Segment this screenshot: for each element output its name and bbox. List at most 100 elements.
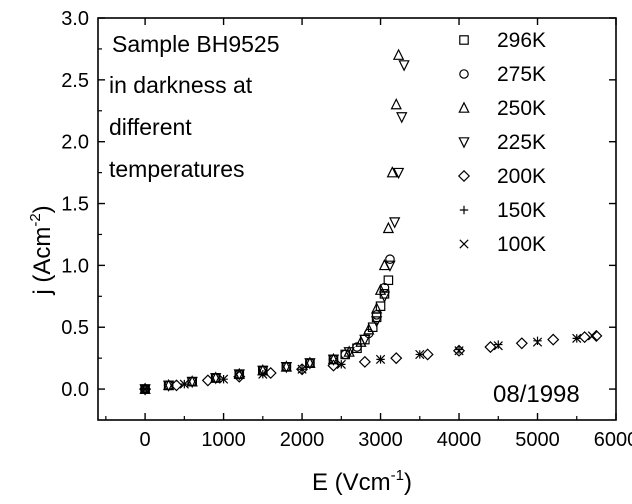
y-tick-label: 3.0 [61, 8, 89, 30]
data-point [375, 354, 386, 365]
legend-marker [457, 169, 471, 183]
x-axis-title-close: ) [404, 469, 412, 496]
data-point [494, 340, 503, 349]
data-point [257, 365, 269, 378]
legend-label: 100K [497, 233, 546, 256]
data-point [454, 346, 464, 356]
data-point [386, 166, 398, 178]
x-tick-label: 2000 [280, 429, 325, 451]
data-point [327, 354, 340, 366]
data-point [280, 362, 293, 374]
data-point [304, 358, 316, 370]
plot-area [97, 17, 617, 421]
plot-frame [97, 17, 617, 421]
data-point [371, 310, 382, 320]
data-point [392, 167, 405, 180]
data-point [421, 348, 434, 361]
data-point [382, 221, 395, 234]
legend-label: 250K [497, 97, 546, 120]
y-tick-label: 2.5 [61, 70, 89, 92]
data-point [358, 355, 371, 368]
date-label: 08/1998 [493, 381, 580, 408]
data-point [233, 369, 245, 381]
x-tick-label: 0 [140, 429, 151, 451]
data-point [370, 316, 383, 328]
data-point [233, 370, 246, 383]
y-tick-label: 2.0 [61, 132, 89, 154]
data-point [186, 376, 198, 389]
data-point [578, 331, 591, 344]
data-point [336, 359, 346, 369]
legend-entry-296K: 296K [459, 29, 546, 52]
legend-entry-225K: 225K [458, 131, 546, 154]
data-point [378, 291, 391, 303]
data-point [390, 352, 403, 365]
y-tick-label: 1.0 [61, 255, 89, 277]
x-tick-label: 3000 [358, 429, 403, 451]
x-axis-title-text: E (Vcm [312, 469, 391, 496]
legend-label: 275K [497, 63, 546, 86]
data-point [415, 349, 425, 360]
data-point [533, 336, 542, 346]
series-200K [139, 329, 603, 396]
data-point [363, 323, 375, 335]
data-point [296, 363, 309, 376]
data-point [201, 374, 214, 387]
data-point [383, 275, 394, 286]
data-point [532, 337, 543, 347]
legend-label: 225K [497, 131, 546, 154]
data-point [590, 329, 603, 342]
annotation-line-4: temperatures [109, 156, 245, 182]
legend-entry-275K: 275K [459, 63, 546, 86]
y-axis-title-sup: -2 [27, 213, 44, 226]
data-point [384, 260, 396, 272]
legend-marker [459, 239, 469, 249]
x-axis-title-sup: -1 [391, 467, 404, 484]
series-225K [139, 60, 410, 396]
data-point [352, 342, 362, 352]
data-point [398, 60, 410, 72]
legend-label: 200K [497, 165, 546, 188]
annotation-block: Sample BH9525 in darkness at different t… [109, 31, 280, 182]
data-point [493, 341, 503, 351]
x-tick-label: 4000 [437, 429, 482, 451]
annotation-line-2: in darkness at [109, 72, 253, 98]
legend-marker [459, 69, 469, 79]
data-point [515, 337, 528, 350]
legend-entry-100K: 100K [459, 233, 546, 256]
legend-marker [459, 35, 469, 45]
y-tick-label: 0.0 [61, 379, 89, 401]
data-point [140, 384, 150, 394]
legend-marker [458, 101, 470, 113]
x-tick-label: 1000 [201, 429, 246, 451]
series-296K [140, 275, 394, 394]
data-points [139, 48, 603, 396]
data-point [484, 340, 497, 354]
x-axis-title: E (Vcm-1) [312, 467, 412, 496]
y-axis-title: j (Acm-2) [27, 205, 56, 295]
legend-label: 150K [497, 199, 546, 222]
data-point [179, 379, 189, 389]
data-point [396, 112, 408, 124]
y-tick-label: 0.5 [61, 317, 89, 339]
legend-marker [459, 205, 469, 215]
data-point [572, 333, 582, 343]
data-point [218, 374, 229, 384]
data-point [392, 48, 405, 60]
annotation-line-1: Sample BH9525 [112, 31, 280, 57]
y-axis-title-close: ) [29, 205, 56, 213]
y-axis-title-text: j (Acm [29, 227, 56, 296]
legend: 296K 275K 250K 225K 200K 150K 100K [457, 29, 546, 256]
series-100K [140, 331, 598, 394]
data-point [359, 334, 371, 347]
legend-label: 296K [497, 29, 546, 52]
legend-marker [458, 137, 470, 149]
legend-entry-250K: 250K [458, 97, 546, 120]
data-point [370, 302, 383, 314]
data-point [297, 364, 307, 374]
data-point [258, 369, 268, 379]
